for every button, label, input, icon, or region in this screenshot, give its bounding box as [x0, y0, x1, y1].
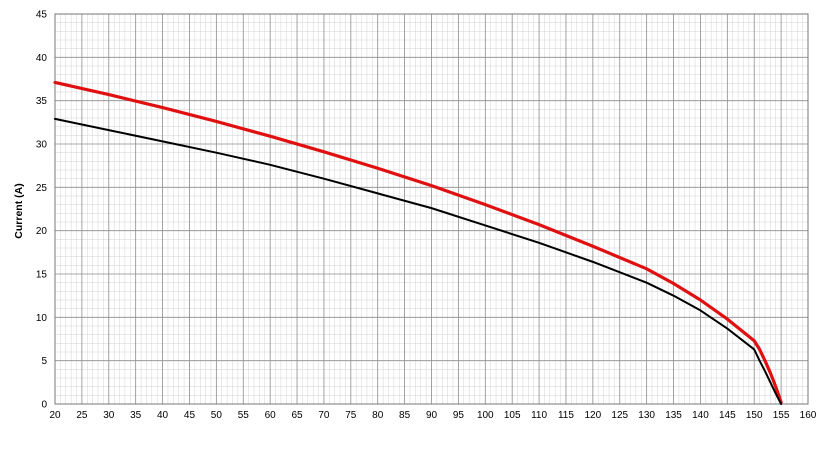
y-tick-label: 40 — [36, 53, 48, 64]
x-tick-label: 110 — [531, 410, 547, 421]
x-tick-label: 35 — [130, 410, 142, 421]
y-tick-labels: 0 5 10 15 20 25 30 35 40 45 — [36, 10, 48, 411]
series-layer — [53, 80, 783, 405]
x-tick-label: 30 — [103, 410, 115, 421]
x-tick-label: 160 — [800, 410, 816, 421]
plot-frame — [54, 13, 809, 405]
x-tick-label: 85 — [399, 410, 411, 421]
x-tick-label: 100 — [477, 410, 494, 421]
y-axis-title: Current (A) — [13, 183, 25, 238]
x-tick-label: 45 — [184, 410, 196, 421]
major-gridlines — [54, 13, 809, 405]
x-tick-label: 135 — [665, 410, 682, 421]
y-tick-label: 15 — [36, 270, 48, 281]
x-tick-label: 80 — [372, 410, 384, 421]
x-tick-label: 95 — [453, 410, 465, 421]
x-tick-label: 130 — [638, 410, 655, 421]
x-tick-label: 50 — [211, 410, 223, 421]
x-tick-label: 25 — [76, 410, 88, 421]
x-tick-label: 105 — [504, 410, 521, 421]
y-tick-label: 5 — [41, 356, 47, 367]
series-line-1 — [53, 80, 783, 404]
y-tick-label: 30 — [36, 140, 48, 151]
y-tick-label: 0 — [41, 400, 47, 411]
x-tick-label: 125 — [611, 410, 628, 421]
x-tick-label: 120 — [585, 410, 602, 421]
x-tick-labels: 20 25 30 35 40 45 50 55 60 65 70 75 80 85 90 95 100 105 11… — [49, 410, 816, 421]
x-tick-label: 40 — [157, 410, 169, 421]
x-tick-label: 20 — [49, 410, 61, 421]
x-tick-label: 60 — [265, 410, 277, 421]
x-tick-label: 140 — [692, 410, 709, 421]
x-tick-label: 145 — [719, 410, 736, 421]
y-tick-label: 45 — [36, 10, 48, 21]
x-tick-label: 65 — [291, 410, 303, 421]
x-tick-label: 75 — [345, 410, 357, 421]
x-tick-label: 150 — [746, 410, 763, 421]
x-tick-label: 70 — [318, 410, 330, 421]
x-tick-label: 155 — [773, 410, 790, 421]
x-tick-label: 115 — [558, 410, 574, 421]
x-tick-label: 55 — [238, 410, 250, 421]
y-tick-label: 10 — [36, 313, 48, 324]
y-tick-label: 20 — [36, 226, 48, 237]
y-tick-label: 25 — [36, 183, 48, 194]
y-tick-label: 35 — [36, 96, 48, 107]
x-tick-label: 90 — [426, 410, 438, 421]
series-line-2 — [54, 117, 783, 405]
